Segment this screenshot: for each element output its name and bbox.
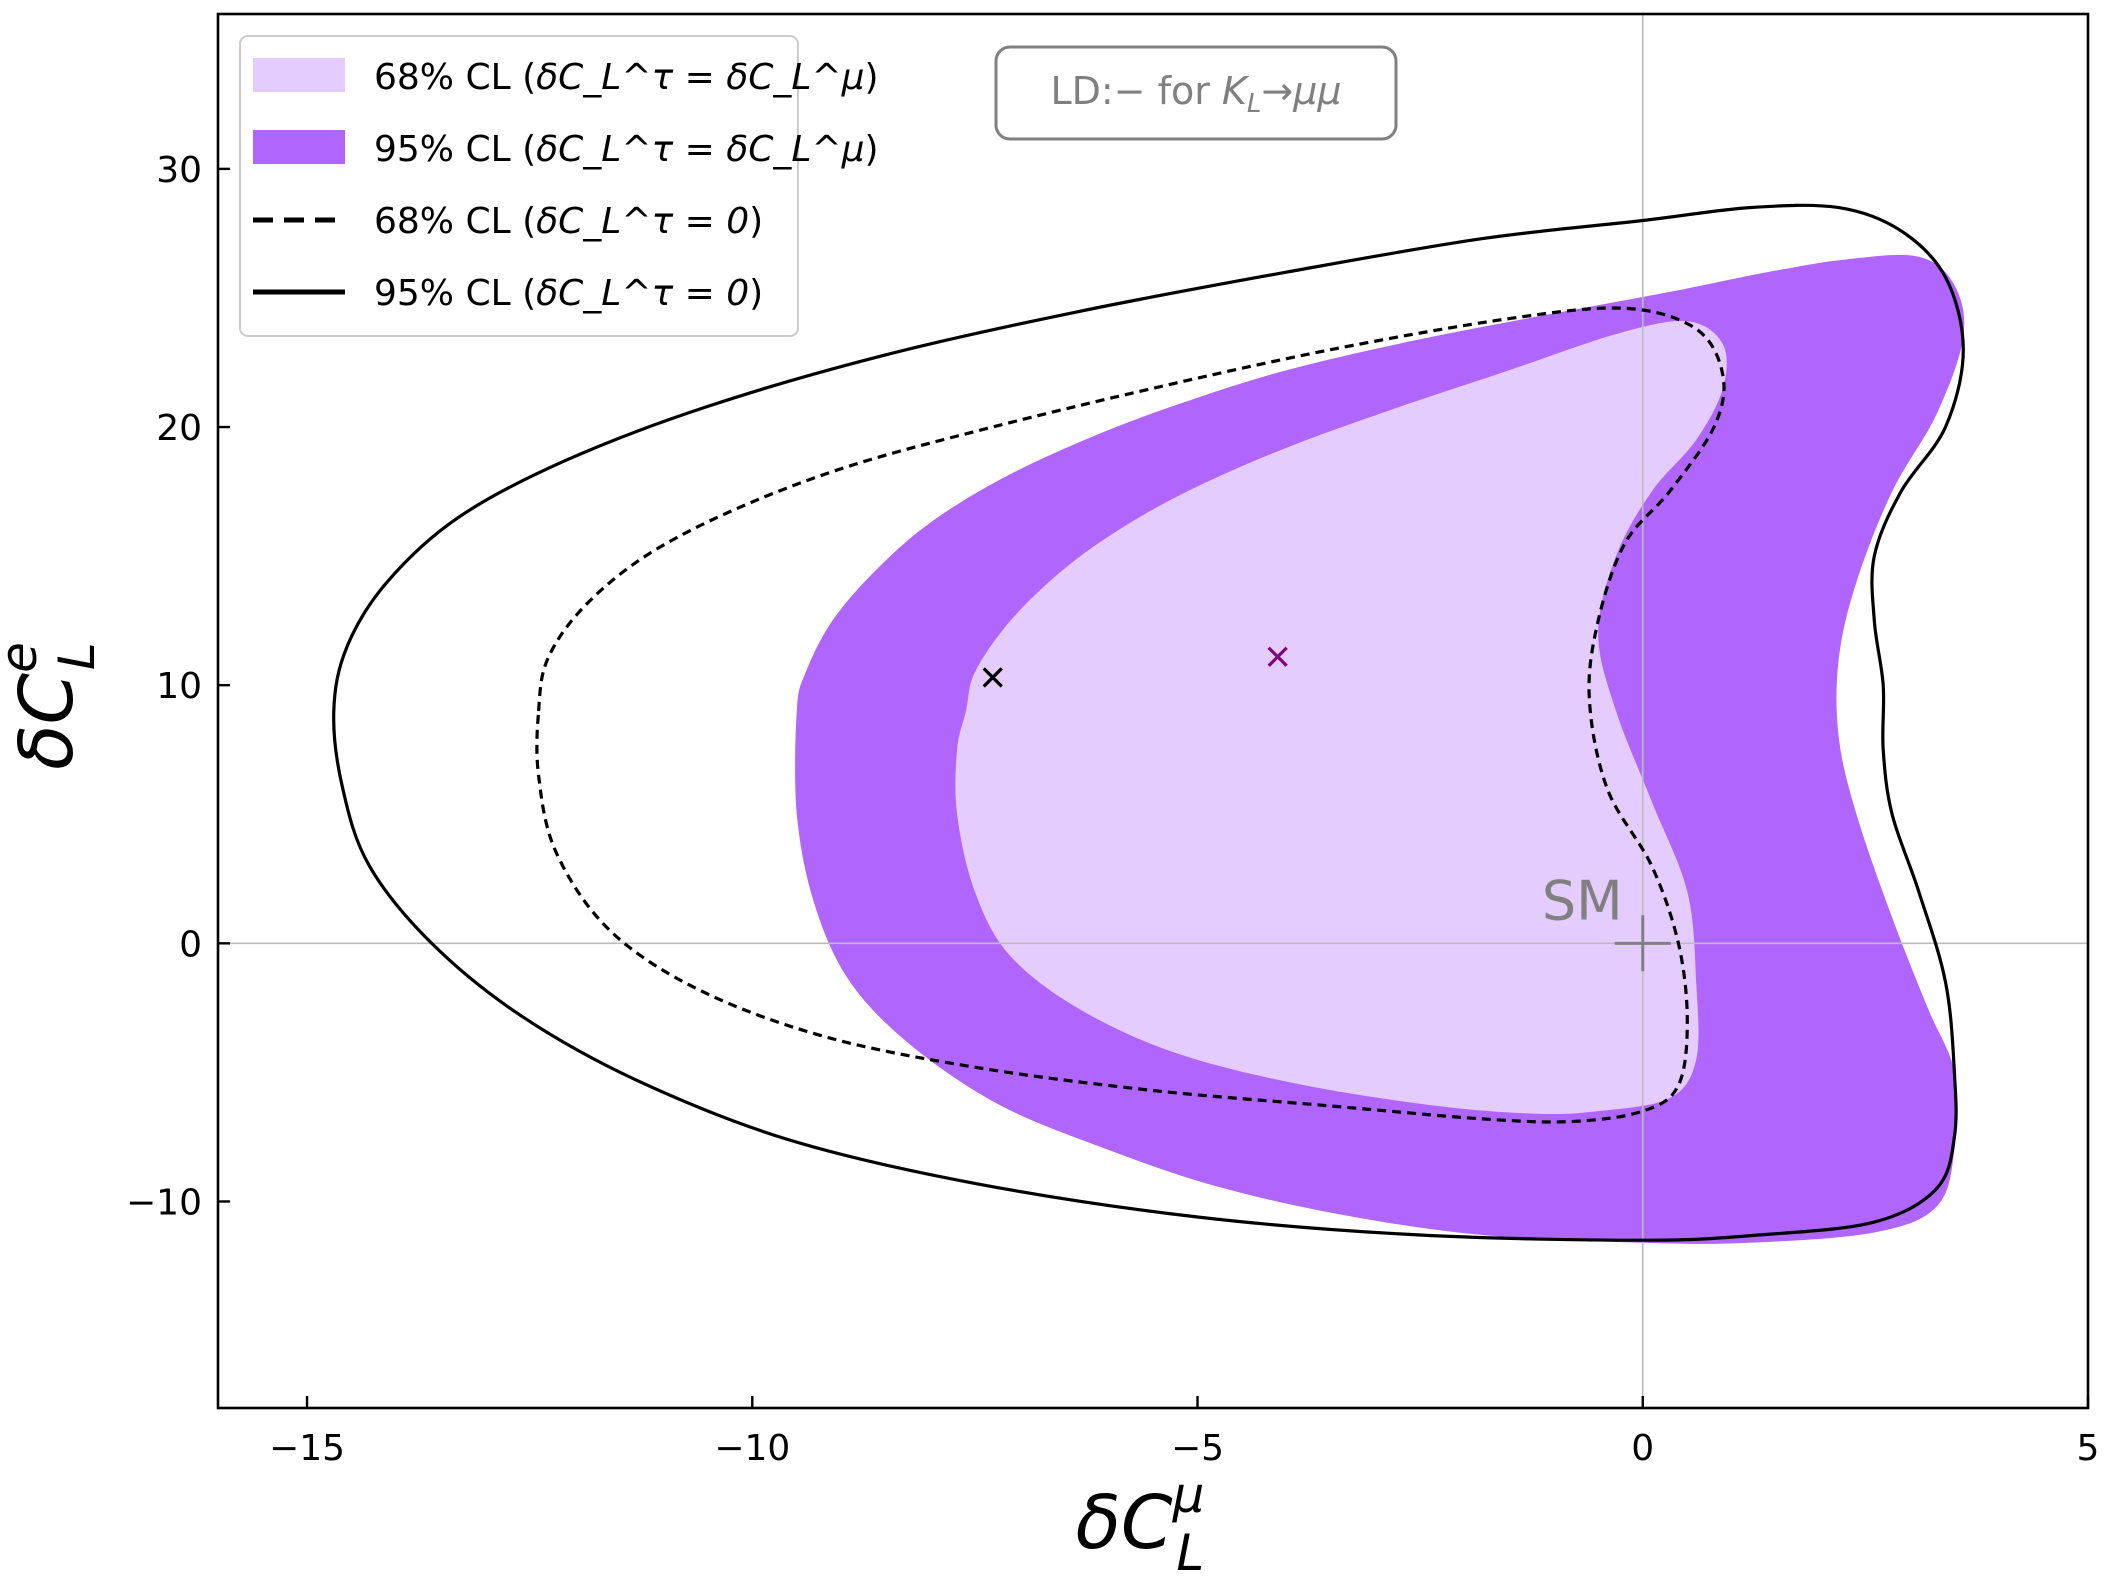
y-axis-title: δCeL	[0, 642, 106, 770]
regions-layer	[795, 254, 1965, 1244]
legend-label-2-math: δC_L^τ = 0	[536, 201, 749, 242]
legend-swatch-95-fill	[253, 130, 345, 164]
legend-label-68-tau-eq-mu: 68% CL (δC_L^τ = δC_L^μ)	[374, 57, 879, 98]
y-tick-label: −10	[126, 1182, 202, 1223]
plot-clip-group	[218, 14, 2088, 1408]
x-axis-title-sup: μ	[1172, 1466, 1205, 1524]
legend-label-1-prefix: 95% CL (	[374, 129, 536, 170]
sm-label: SM	[1542, 869, 1623, 932]
legend-frame	[239, 35, 799, 337]
axes-layer: −15 −10 −5 0 5 −10 0 10 20 30	[126, 12, 2100, 1469]
legend-label-0-prefix: 68% CL (	[374, 57, 536, 98]
best-fit-tau-zero-stroke-b	[982, 667, 1003, 688]
legend-label-68-tau-zero: 68% CL (δC_L^τ = 0)	[374, 201, 763, 242]
legend: 68% CL (δC_L^τ = δC_L^μ) 95% CL (δC_L^τ …	[239, 35, 879, 337]
annotation-frame	[994, 45, 1398, 141]
68-cl-tau-eq-mu-region	[955, 320, 1727, 1115]
annotation-mumu: μμ	[1292, 69, 1341, 113]
y-tick-label: 20	[156, 408, 202, 449]
x-axis-title-base: δC	[1076, 1480, 1173, 1566]
x-axis-title-sub: L	[1176, 1524, 1204, 1581]
annotation-prefix: LD:− for	[1050, 69, 1221, 113]
plot-frame	[216, 12, 2090, 1410]
legend-label-0-math: δC_L^τ = δC_L^μ	[536, 57, 864, 98]
contour-lines-layer	[332, 203, 1965, 1242]
y-tick-label: 30	[156, 150, 202, 191]
best-fit-tau-eq-mu-marker	[1267, 646, 1288, 667]
legend-label-3-suffix: )	[749, 273, 763, 314]
best-fit-tau-zero-marker	[982, 667, 1003, 688]
x-tick-label: −15	[269, 1428, 345, 1469]
annotation-text: LD:− for KL→μμ	[1050, 69, 1341, 119]
annotation-k-sub: L	[1247, 89, 1262, 119]
legend-label-1-suffix: )	[865, 129, 879, 170]
95-cl-tau-zero-contour	[332, 203, 1965, 1242]
68-cl-tau-zero-contour	[535, 306, 1726, 1124]
legend-label-95-tau-zero: 95% CL (δC_L^τ = 0)	[374, 273, 763, 314]
y-tick-label: 10	[156, 666, 202, 707]
legend-label-1-math: δC_L^τ = δC_L^μ	[536, 129, 864, 170]
legend-label-2-suffix: )	[749, 201, 763, 242]
legend-label-3-prefix: 95% CL (	[374, 273, 536, 314]
x-axis-title: δCμ L	[1076, 1466, 1205, 1581]
y-axis-title-sup: e	[0, 642, 48, 673]
x-tick-label: −5	[1171, 1428, 1224, 1469]
y-tick-label: 0	[179, 924, 202, 965]
legend-swatch-68-fill	[253, 58, 345, 92]
legend-label-3-math: δC_L^τ = 0	[536, 273, 749, 314]
reference-lines-layer	[218, 14, 2088, 1408]
annotation-box: LD:− for KL→μμ	[994, 45, 1398, 141]
legend-label-2-prefix: 68% CL (	[374, 201, 536, 242]
markers-layer	[982, 646, 1671, 972]
legend-label-95-tau-eq-mu: 95% CL (δC_L^τ = δC_L^μ)	[374, 129, 879, 170]
annotation-arrow: →	[1261, 69, 1293, 113]
y-axis-title-base: δC	[4, 673, 90, 770]
x-tick-label: 0	[1631, 1428, 1654, 1469]
legend-label-0-suffix: )	[865, 57, 879, 98]
x-tick-label: 5	[2077, 1428, 2100, 1469]
x-tick-label: −10	[714, 1428, 790, 1469]
best-fit-tau-eq-mu-stroke-b	[1267, 646, 1288, 667]
annotation-k: K	[1222, 69, 1250, 113]
y-axis-title-sub: L	[48, 642, 106, 670]
